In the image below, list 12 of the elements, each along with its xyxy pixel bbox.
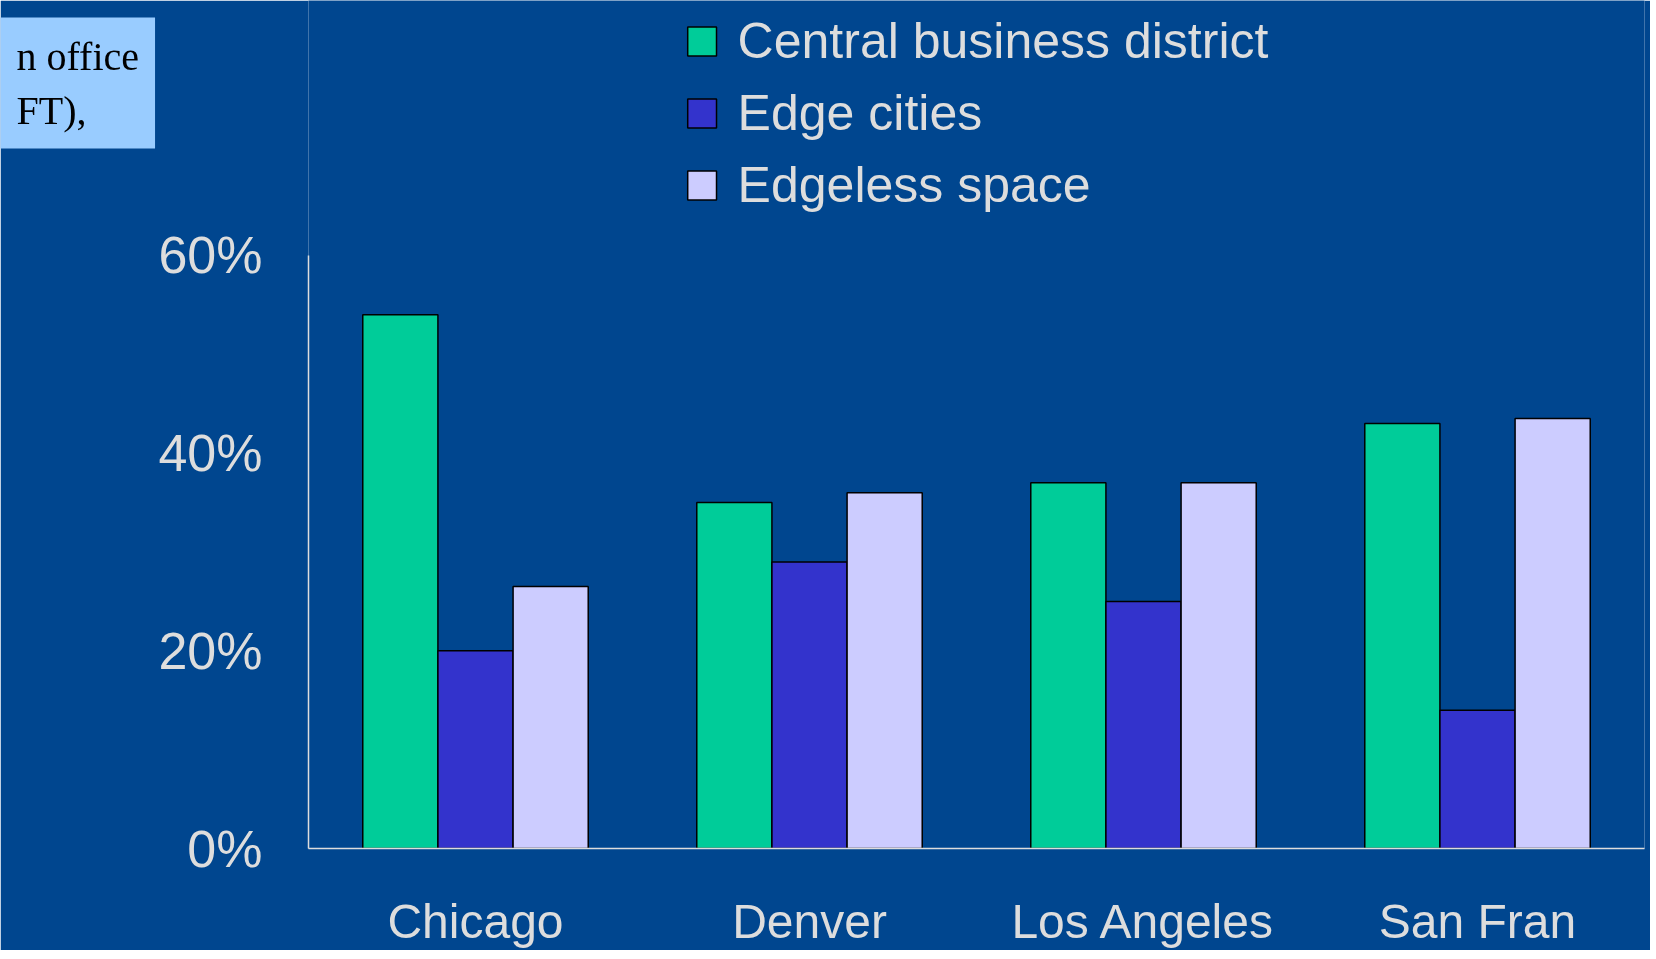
legend-label: Central business district	[737, 12, 1269, 70]
y-tick-label: 40%	[158, 424, 263, 483]
y-tick-label: 0%	[187, 819, 263, 878]
x-tick-label: San Fran	[1378, 894, 1577, 948]
y-tick-label: 20%	[158, 621, 263, 680]
x-tick-label: Los Angeles	[1011, 894, 1273, 948]
text: n office FT),	[16, 33, 140, 133]
x-tick-label: Denver	[732, 894, 887, 948]
y-tick-label: 60%	[158, 226, 263, 285]
x-tick-label: Chicago	[387, 894, 564, 948]
legend-label: Edgeless space	[737, 156, 1091, 214]
legend-label: Edge cities	[737, 84, 983, 142]
